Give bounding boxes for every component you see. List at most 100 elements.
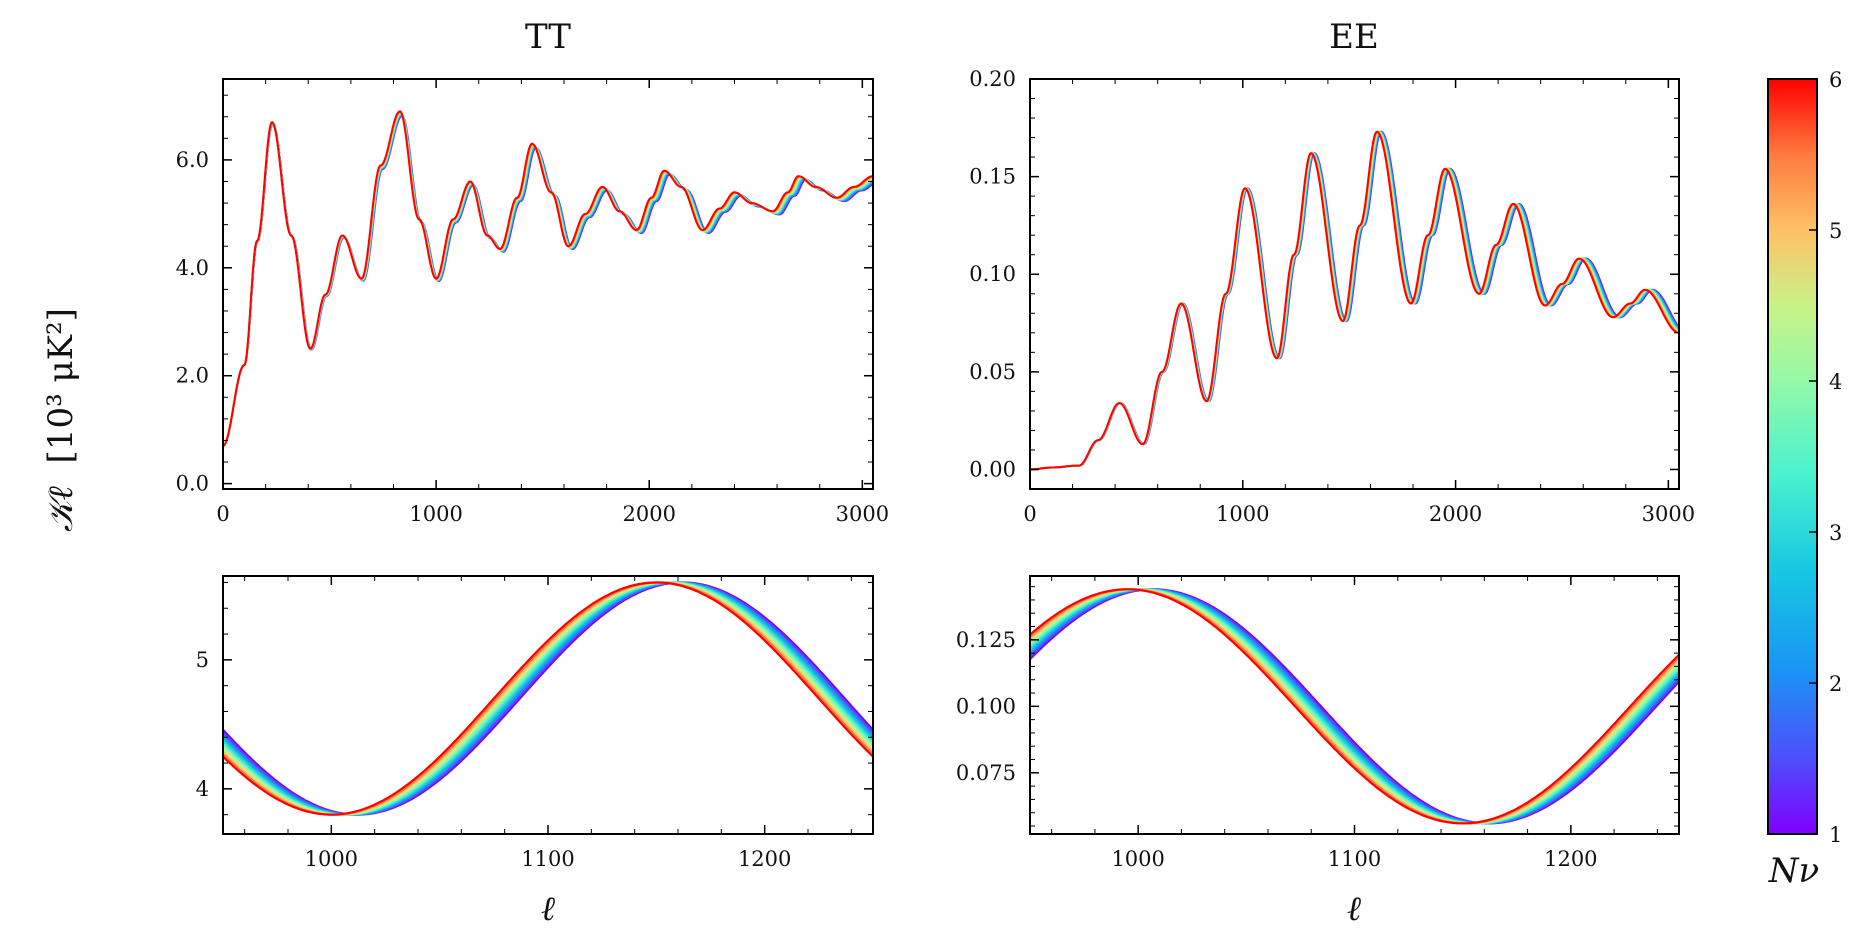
y-tick-label: 4.0 [176, 256, 209, 280]
axes-frame [222, 575, 874, 835]
x-tick-label: 1000 [305, 847, 358, 871]
x-tick-label: 2000 [623, 502, 676, 526]
colorbar-tick-label: 1 [1829, 823, 1842, 847]
curve-nnu [223, 581, 873, 816]
panel-tt-full: 0 1000 2000 3000 0.0 2.0 4.0 6.0 [176, 78, 889, 526]
curve-nnu [1030, 588, 1679, 825]
curves-ee-full [1030, 130, 1679, 471]
curve-nnu [223, 111, 873, 447]
x-axis-label-ee: ℓ [1347, 889, 1361, 929]
y-tick-label: 0.05 [969, 360, 1016, 384]
curves-tt-zoom [223, 581, 873, 816]
colorbar-tick-label: 3 [1829, 521, 1842, 545]
panel-title-tt: TT [525, 17, 571, 57]
curve-nnu [223, 581, 873, 816]
colorbar: 1 2 3 4 5 6 Nν [1767, 68, 1842, 891]
curve-nnu [223, 112, 873, 447]
y-tick-label: 4 [196, 777, 209, 801]
curve-nnu [223, 581, 873, 816]
curve-nnu [223, 112, 873, 447]
y-tick-label: 6.0 [176, 148, 209, 172]
curve-nnu [223, 581, 873, 816]
curve-nnu [1030, 588, 1679, 825]
curve-nnu [1030, 588, 1679, 825]
y-tick-label: 5 [196, 648, 209, 672]
curve-nnu [223, 581, 873, 816]
curve-nnu [1030, 130, 1679, 471]
colorbar-tick-label: 5 [1829, 219, 1842, 243]
curves-ee-zoom [1030, 588, 1679, 825]
x-tick-label: 1000 [1216, 502, 1269, 526]
y-tick-label: 0.20 [969, 67, 1016, 91]
curve-nnu [223, 581, 873, 816]
curve-nnu [223, 110, 873, 447]
y-axis-label: 𝒦ℓ [10³ μK²] [41, 308, 81, 532]
curve-nnu [1030, 130, 1679, 471]
panel-ee-zoom: 1000 1100 1200 0.075 0.100 0.125 [956, 575, 1680, 871]
panel-ee-full: 0 1000 2000 3000 0.00 0.05 0.10 0.15 0.20 [969, 67, 1695, 526]
curve-nnu [223, 110, 873, 447]
curve-nnu [223, 113, 873, 447]
x-tick-label: 1100 [1328, 847, 1381, 871]
x-tick-label: 1000 [409, 502, 462, 526]
curve-nnu [223, 581, 873, 816]
colorbar-tick-label: 2 [1829, 672, 1842, 696]
x-tick-label: 2000 [1429, 502, 1482, 526]
y-tick-label: 0.10 [969, 262, 1016, 286]
curve-nnu [1030, 588, 1679, 825]
x-tick-label: 1200 [738, 847, 791, 871]
axes-frame [1029, 78, 1680, 490]
y-tick-label: 2.0 [176, 364, 209, 388]
colorbar-tick-label: 6 [1829, 68, 1842, 92]
x-tick-label: 1100 [521, 847, 574, 871]
colorbar-bar [1767, 78, 1818, 835]
x-tick-label: 1000 [1111, 847, 1164, 871]
curve-nnu [1030, 588, 1679, 825]
curve-nnu [223, 114, 873, 447]
curve-nnu [223, 113, 873, 447]
curve-nnu [1030, 130, 1679, 471]
curve-nnu [1030, 130, 1679, 471]
y-axis-label-symbol: 𝒦ℓ [41, 486, 81, 532]
svg-text:𝒦ℓ [10³ μK²]: 𝒦ℓ [10³ μK²] [41, 308, 81, 532]
x-tick-label: 0 [1023, 502, 1036, 526]
y-tick-label: 0.100 [956, 694, 1016, 718]
curve-nnu [1030, 588, 1679, 825]
x-axis-label-tt: ℓ [541, 889, 555, 929]
y-tick-label: 0.15 [969, 165, 1016, 189]
curve-nnu [223, 581, 873, 816]
curve-nnu [1030, 588, 1679, 825]
curve-nnu [223, 114, 873, 447]
curve-nnu [1030, 130, 1679, 471]
curve-nnu [1030, 588, 1679, 825]
curve-nnu [1030, 588, 1679, 825]
curve-nnu [223, 581, 873, 816]
curve-nnu [223, 112, 873, 447]
axes-frame [222, 78, 874, 490]
curve-nnu [223, 111, 873, 447]
curve-nnu [223, 581, 873, 816]
curve-nnu [1030, 588, 1679, 825]
curve-nnu [1030, 130, 1679, 471]
y-axis-label-unit: [10³ μK²] [41, 308, 81, 463]
y-tick-label: 0.125 [956, 628, 1016, 652]
curve-nnu [1030, 130, 1679, 471]
curve-nnu [1030, 130, 1679, 471]
axes-frame [1029, 575, 1680, 835]
colorbar-label: Nν [1768, 851, 1819, 891]
y-tick-label: 0.0 [176, 472, 209, 496]
curves-tt-full [223, 110, 873, 447]
y-tick-label: 0.075 [956, 761, 1016, 785]
colorbar-ticks: 1 2 3 4 5 6 [1809, 68, 1842, 847]
y-tick-label: 0.00 [969, 457, 1016, 481]
curve-nnu [1030, 130, 1679, 471]
x-tick-label: 0 [216, 502, 229, 526]
panel-title-ee: EE [1329, 17, 1379, 57]
curve-nnu [223, 581, 873, 816]
colorbar-tick-label: 4 [1829, 370, 1842, 394]
curve-nnu [1030, 130, 1679, 471]
x-tick-label: 3000 [1642, 502, 1695, 526]
panel-tt-zoom: 1000 1100 1200 4 5 [196, 575, 874, 871]
x-tick-label: 1200 [1544, 847, 1597, 871]
